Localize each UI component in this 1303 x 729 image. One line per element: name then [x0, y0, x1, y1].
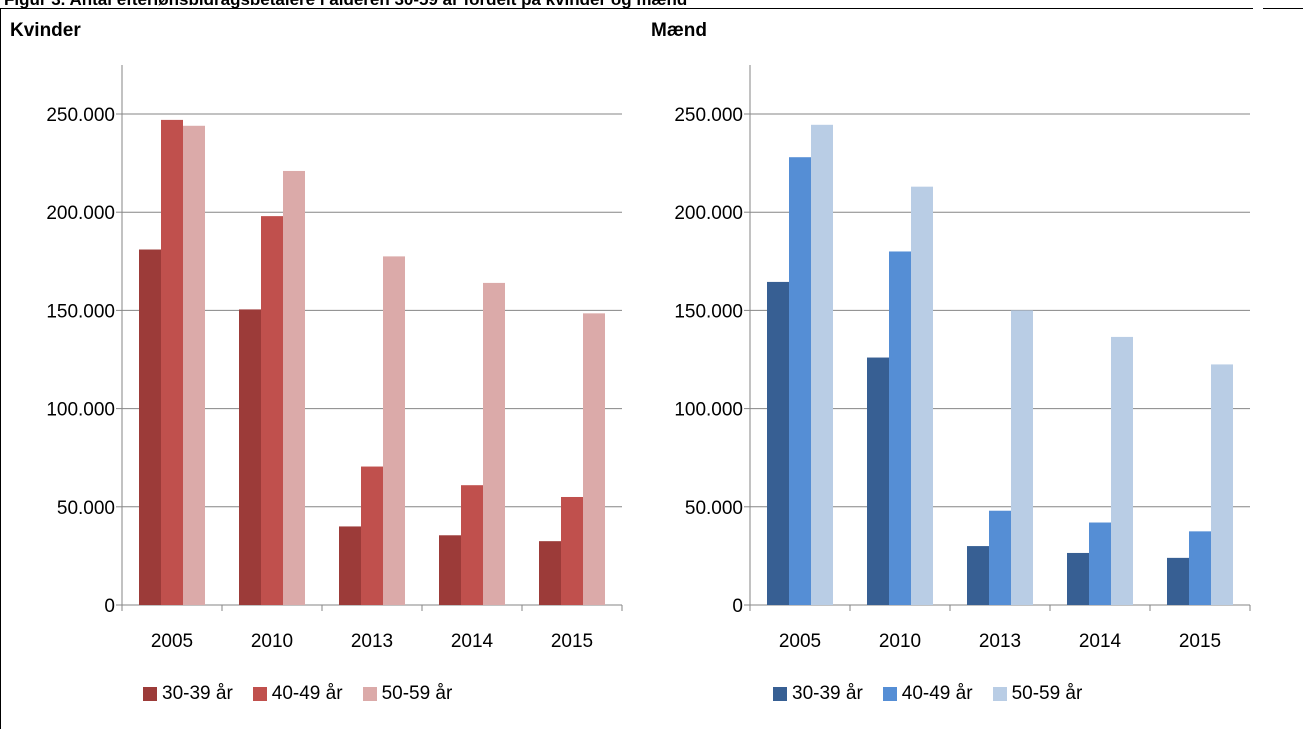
- x-tick-label: 2013: [351, 631, 393, 652]
- legend-swatch: [992, 687, 1007, 701]
- y-tick-label: 50.000: [685, 498, 743, 519]
- bar: [239, 309, 261, 605]
- bar: [967, 546, 989, 605]
- bar: [1067, 552, 1089, 605]
- y-tick-label: 100.000: [674, 400, 743, 421]
- x-tick-label: 2010: [251, 631, 293, 652]
- legend-men: 30-39 år 40-49 år 50-59 år: [773, 683, 1102, 705]
- bar: [1089, 522, 1111, 605]
- x-tick-label: 2015: [1179, 631, 1221, 652]
- bar-chart-women: 0 50.000 100.000 150.000 200.000 250.000 2005 2…: [46, 65, 623, 652]
- bar: [483, 282, 505, 605]
- x-tick-label: 2010: [879, 631, 921, 652]
- bar: [183, 125, 205, 605]
- bar: [911, 186, 933, 605]
- bar: [161, 119, 183, 605]
- y-tick-label: 0: [732, 596, 743, 617]
- bar: [383, 256, 405, 605]
- bar: [461, 485, 483, 605]
- y-tick-label: 250.000: [674, 105, 743, 126]
- y-tick-label: 250.000: [46, 105, 115, 126]
- y-tick-label: 0: [104, 596, 115, 617]
- x-tick-label: 2014: [1079, 631, 1122, 652]
- legend-swatch: [773, 687, 787, 701]
- legend-label: 40-49 år: [901, 683, 973, 704]
- legend-item: 50-59 år: [362, 683, 453, 705]
- bar: [561, 496, 583, 605]
- y-tick-label: 50.000: [57, 498, 115, 519]
- legend-swatch: [362, 687, 377, 701]
- legend-women: 30-39 år 40-49 år 50-59 år: [143, 683, 472, 705]
- x-tick-label: 2014: [451, 631, 494, 652]
- x-tick-label: 2013: [979, 631, 1021, 652]
- x-tick-label: 2005: [151, 631, 193, 652]
- y-tick-label: 200.000: [46, 203, 115, 224]
- bar: [789, 157, 811, 605]
- y-tick-label: 150.000: [46, 301, 115, 322]
- bar: [139, 249, 161, 606]
- legend-label: 30-39 år: [162, 683, 233, 704]
- bar: [1167, 557, 1189, 605]
- chart-title-women: Kvinder: [10, 20, 81, 41]
- legend-swatch: [252, 687, 267, 701]
- legend-item: 40-49 år: [252, 683, 343, 705]
- bar: [539, 541, 561, 605]
- y-tick-label: 100.000: [46, 400, 115, 421]
- legend-label: 50-59 år: [1011, 683, 1083, 704]
- chart-panel-men: Mænd 0 50.000 100.000 150.000 200.000 250.000…: [630, 0, 1270, 729]
- legend-label: 50-59 år: [381, 683, 453, 704]
- bar-chart-men: 0 50.000 100.000 150.000 200.000 250.000 2005 2…: [674, 65, 1251, 652]
- bar: [1111, 336, 1133, 605]
- bar: [583, 313, 605, 605]
- figure-title: Figur 3. Antal efterlønsbidragsbetalere …: [4, 0, 687, 10]
- frame-left-border: [0, 8, 1, 729]
- legend-item: 30-39 år: [143, 683, 233, 705]
- bar: [867, 357, 889, 605]
- legend-swatch: [143, 687, 157, 701]
- bar: [361, 466, 383, 605]
- y-tick-label: 200.000: [674, 203, 743, 224]
- bar: [1211, 364, 1233, 605]
- frame-top-border: [0, 8, 1253, 9]
- chart-title-men: Mænd: [651, 20, 707, 41]
- bar: [767, 281, 789, 605]
- x-tick-label: 2005: [779, 631, 821, 652]
- legend-item: 30-39 år: [773, 683, 863, 705]
- bar: [339, 526, 361, 605]
- bar: [439, 535, 461, 605]
- bar: [283, 170, 305, 605]
- bar: [1011, 310, 1033, 605]
- legend-item: 50-59 år: [992, 683, 1083, 705]
- bar: [989, 510, 1011, 605]
- chart-panel-women: Kvinder 0 50.000 100.000 150.000 200.000 250.…: [0, 0, 640, 729]
- legend-swatch: [882, 687, 897, 701]
- legend-label: 40-49 år: [271, 683, 343, 704]
- bar: [889, 251, 911, 606]
- bar: [261, 216, 283, 606]
- frame-top-border-right: [1263, 8, 1303, 9]
- x-tick-label: 2015: [551, 631, 593, 652]
- legend-item: 40-49 år: [882, 683, 973, 705]
- bar: [1189, 531, 1211, 605]
- y-tick-label: 150.000: [674, 301, 743, 322]
- bar: [811, 124, 833, 605]
- legend-label: 30-39 år: [792, 683, 863, 704]
